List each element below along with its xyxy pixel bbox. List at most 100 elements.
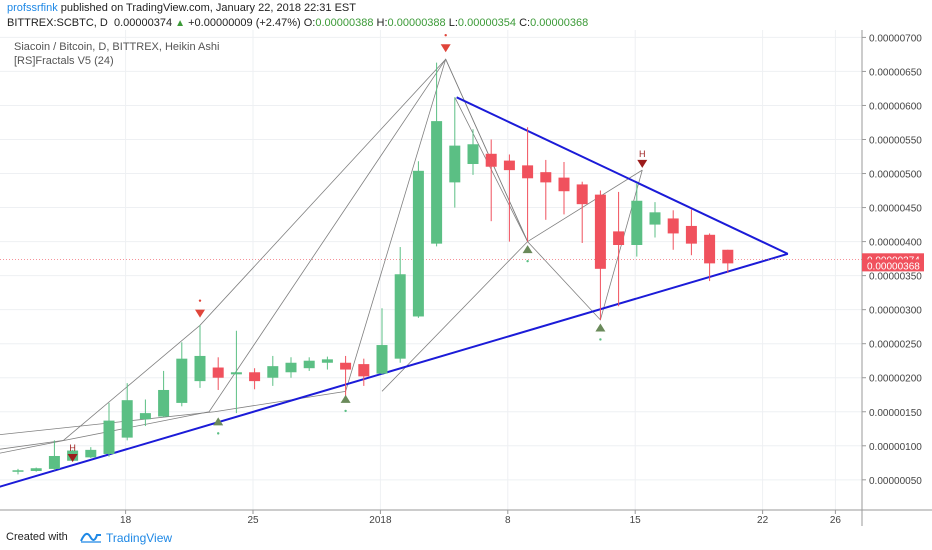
candle-body: [340, 362, 352, 370]
candle-body: [485, 153, 497, 167]
fractal-dot: [526, 259, 529, 263]
plot-area[interactable]: [0, 30, 862, 510]
price-label-text: 0.00000368: [867, 261, 920, 272]
close-label: C:: [519, 17, 531, 29]
candle-body: [30, 468, 42, 471]
price-change: +0.00000009 (+2.47%): [188, 17, 301, 29]
candles: [12, 62, 734, 475]
fractal-dot: [599, 338, 602, 341]
x-tick-label: 15: [630, 515, 642, 526]
y-tick-label: 0.00000250: [869, 340, 922, 351]
x-tick-label: 26: [830, 515, 842, 526]
candle-body: [103, 420, 115, 454]
price-axis[interactable]: 0.00000050 0.00000100 0.00000150 0.00000200…: [862, 33, 922, 487]
high-label: H:: [376, 17, 388, 29]
chart-header: profssrfink published on TradingView.com…: [0, 0, 932, 30]
candle-body: [139, 413, 151, 420]
candle-body: [194, 355, 206, 382]
high-value: 0.00000388: [387, 17, 446, 29]
candle-body: [540, 172, 552, 183]
symbol-label: BITTREX:SCBTC, D: [7, 17, 108, 29]
candle-body: [722, 249, 734, 264]
candle-body: [613, 231, 625, 245]
fractal-up-arrow: [522, 245, 533, 254]
fractal-markers: HH: [67, 34, 648, 462]
candle-body: [503, 160, 515, 171]
y-tick-label: 0.00000500: [869, 170, 922, 181]
candle-body: [376, 345, 388, 374]
y-tick-label: 0.00000650: [869, 67, 922, 78]
fractal-label: H: [639, 149, 646, 159]
publish-line: profssrfink published on TradingView.com…: [7, 2, 356, 14]
x-tick-label: 18: [120, 515, 132, 526]
low-label: L:: [448, 17, 458, 29]
created-with-label: Created with: [6, 531, 68, 543]
y-tick-label: 0.00000100: [869, 442, 922, 453]
candle-body: [704, 234, 716, 264]
candle-body: [394, 274, 406, 359]
zigzag-line: [0, 59, 447, 436]
open-label: O:: [303, 17, 316, 29]
y-tick-label: 0.00000300: [869, 306, 922, 317]
fractal-up-arrow: [213, 417, 224, 426]
author-link[interactable]: profssrfink: [7, 2, 58, 14]
fractal-dot: [198, 299, 202, 302]
indicator-legend: [RS]Fractals V5 (24): [14, 55, 114, 67]
fractal-down-arrow: [440, 44, 451, 53]
y-tick-label: 0.00000550: [869, 135, 922, 146]
fractal-up-arrow: [595, 323, 606, 332]
candle-body: [158, 389, 170, 417]
candle-body: [121, 400, 133, 438]
y-tick-label: 0.00000600: [869, 101, 922, 112]
last-price: 0.00000374: [113, 17, 173, 29]
candle-body: [12, 470, 24, 472]
chart-legend-title: Siacoin / Bitcoin, D, BITTREX, Heikin As…: [14, 41, 219, 53]
candle-body: [685, 225, 697, 244]
open-value: 0.00000388: [315, 17, 374, 29]
x-tick-label: 2018: [369, 515, 392, 526]
candle-body: [467, 144, 479, 165]
trendline: [456, 96, 789, 255]
grid: [0, 30, 862, 510]
candle-body: [321, 359, 333, 363]
candle-body: [176, 358, 188, 403]
fractal-dot: [217, 432, 220, 435]
low-value: 0.00000354: [457, 17, 517, 29]
x-tick-label: 25: [247, 515, 259, 526]
candle-body: [412, 170, 424, 317]
tradingview-brand[interactable]: TradingView: [106, 531, 173, 545]
candle-body: [230, 372, 242, 375]
candle-body: [48, 455, 60, 469]
time-axis[interactable]: 18 25 2018 8 15 22 26: [120, 510, 841, 526]
price-labels: 0.000003740.00000368: [862, 253, 924, 272]
y-tick-label: 0.00000400: [869, 238, 922, 249]
fractal-down-arrow: [195, 309, 205, 318]
fractal-down-arrow: [67, 453, 78, 462]
candle-body: [285, 362, 297, 373]
y-tick-label: 0.00000350: [869, 272, 922, 283]
y-tick-label: 0.00000200: [869, 374, 922, 385]
tradingview-logo-icon[interactable]: [80, 529, 102, 545]
footer: Created with TradingView: [0, 526, 932, 550]
candle-body: [303, 360, 315, 369]
candle-body: [558, 177, 570, 192]
candle-body: [212, 367, 224, 378]
candle-body: [667, 218, 679, 234]
candle-body: [649, 212, 661, 225]
candle-body: [358, 364, 370, 377]
candle-body: [522, 165, 534, 179]
fractal-down-arrow: [637, 159, 648, 168]
price-chart[interactable]: HH 0.000000500.000001000.000001500.00000…: [0, 30, 932, 526]
close-value: 0.00000368: [530, 17, 589, 29]
candle-body: [431, 121, 443, 244]
candle-body: [594, 194, 606, 269]
candle-body: [449, 145, 461, 183]
y-tick-label: 0.00000450: [869, 204, 922, 215]
candle-body: [85, 449, 97, 458]
y-tick-label: 0.00000150: [869, 408, 922, 419]
ohlc-line: BITTREX:SCBTC, D 0.00000374 ▲ +0.0000000…: [7, 17, 588, 29]
y-tick-label: 0.00000050: [869, 476, 922, 487]
candle-body: [631, 200, 643, 245]
publish-info: published on TradingView.com, January 22…: [57, 2, 356, 14]
fractal-dot: [444, 34, 447, 37]
